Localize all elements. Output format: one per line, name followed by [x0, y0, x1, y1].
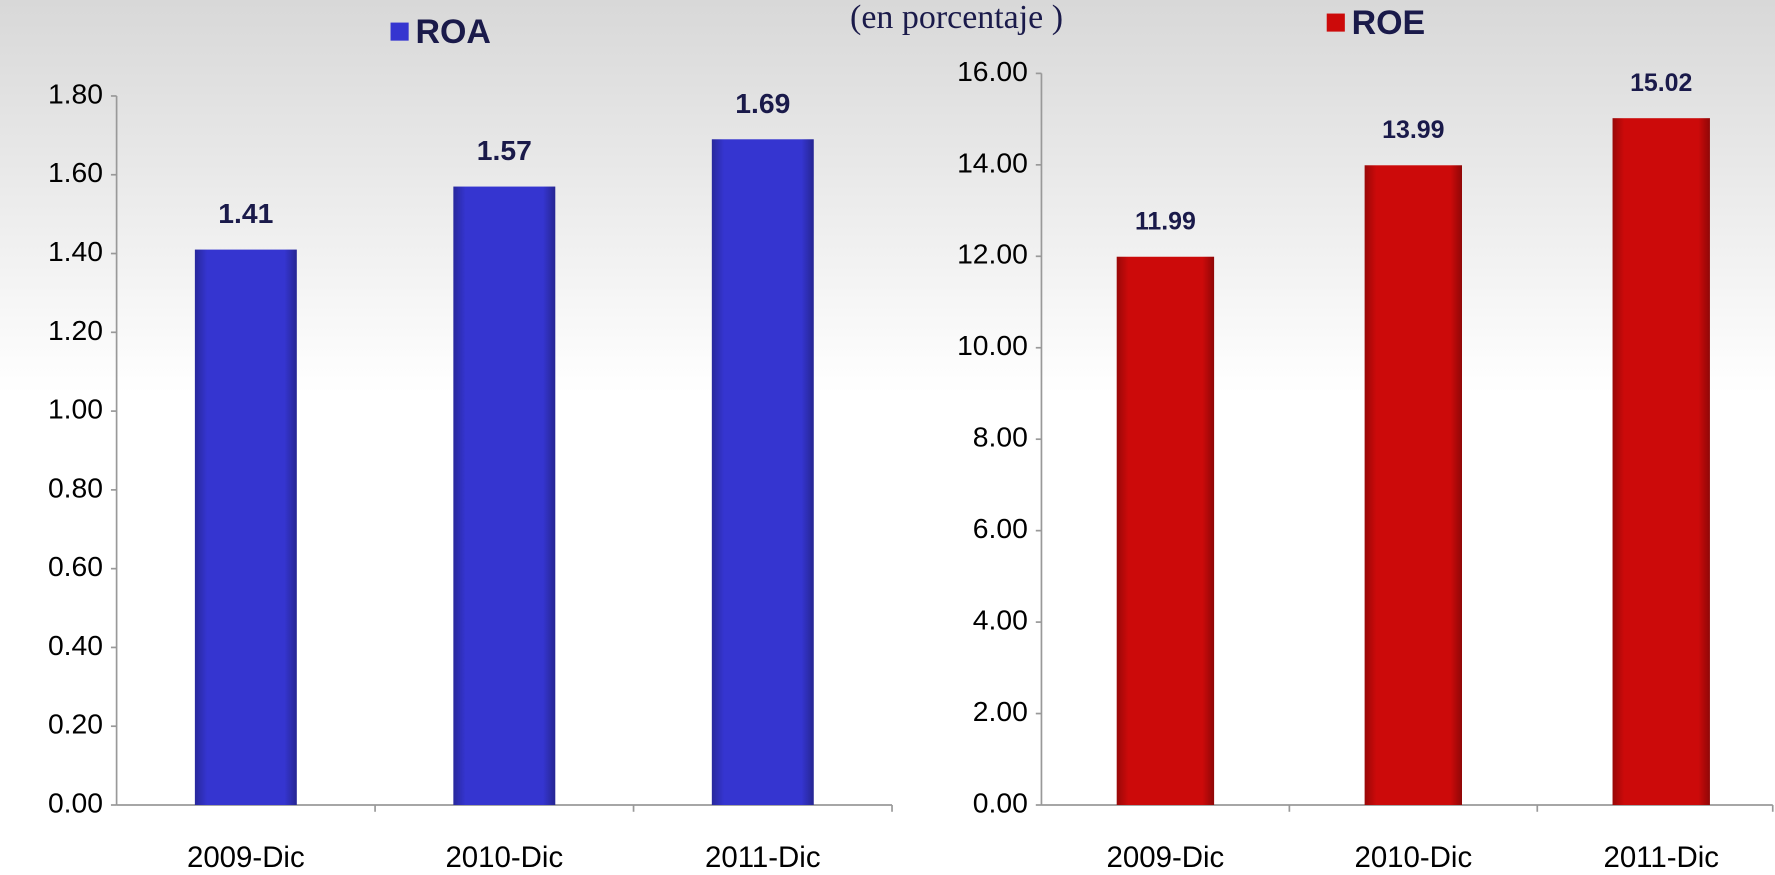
y-tick-label: 0.80	[48, 471, 103, 503]
x-tick-label: 2011-Dic	[705, 841, 821, 874]
legend-label: ROA	[415, 13, 490, 51]
data-label: 1.41	[218, 197, 273, 229]
y-tick-label: 1.40	[48, 235, 103, 267]
y-tick-label: 0.40	[48, 629, 103, 661]
subtitle: (en porcentaje )	[850, 0, 1063, 36]
y-tick-label: 6.00	[973, 512, 1028, 544]
data-label: 15.02	[1630, 69, 1692, 97]
bar-shade	[453, 186, 556, 806]
x-tick-label: 2010-Dic	[445, 841, 563, 874]
bar-shade	[1364, 165, 1462, 805]
data-label: 11.99	[1135, 207, 1196, 235]
data-label: 1.69	[735, 87, 790, 119]
data-label: 13.99	[1382, 116, 1444, 144]
y-tick-label: 1.20	[48, 314, 103, 346]
y-tick-label: 1.00	[48, 393, 103, 425]
y-tick-label: 4.00	[973, 604, 1028, 636]
legend-swatch	[1326, 13, 1345, 32]
y-tick-label: 0.00	[48, 786, 103, 818]
data-label: 1.57	[477, 134, 532, 166]
y-tick-label: 2.00	[973, 695, 1028, 727]
bar-shade	[1612, 118, 1710, 806]
legend-swatch	[390, 22, 409, 41]
y-tick-label: 1.80	[48, 77, 103, 109]
x-tick-label: 2011-Dic	[1603, 841, 1719, 874]
bar-shade	[711, 139, 814, 805]
x-tick-label: 2009-Dic	[187, 841, 305, 874]
x-tick-label: 2009-Dic	[1107, 841, 1225, 874]
y-tick-label: 8.00	[973, 421, 1028, 453]
y-tick-label: 0.60	[48, 550, 103, 582]
y-tick-label: 1.60	[48, 156, 103, 188]
x-tick-label: 2010-Dic	[1354, 841, 1472, 874]
bar-shade	[1116, 256, 1215, 806]
bar-shade	[194, 249, 297, 805]
y-tick-label: 14.00	[957, 146, 1028, 178]
y-tick-label: 12.00	[957, 238, 1028, 270]
y-tick-label: 0.20	[48, 708, 103, 740]
y-tick-label: 16.00	[957, 55, 1028, 87]
y-tick-label: 0.00	[973, 786, 1028, 818]
y-tick-label: 10.00	[957, 329, 1028, 361]
legend-label: ROE	[1352, 4, 1426, 42]
